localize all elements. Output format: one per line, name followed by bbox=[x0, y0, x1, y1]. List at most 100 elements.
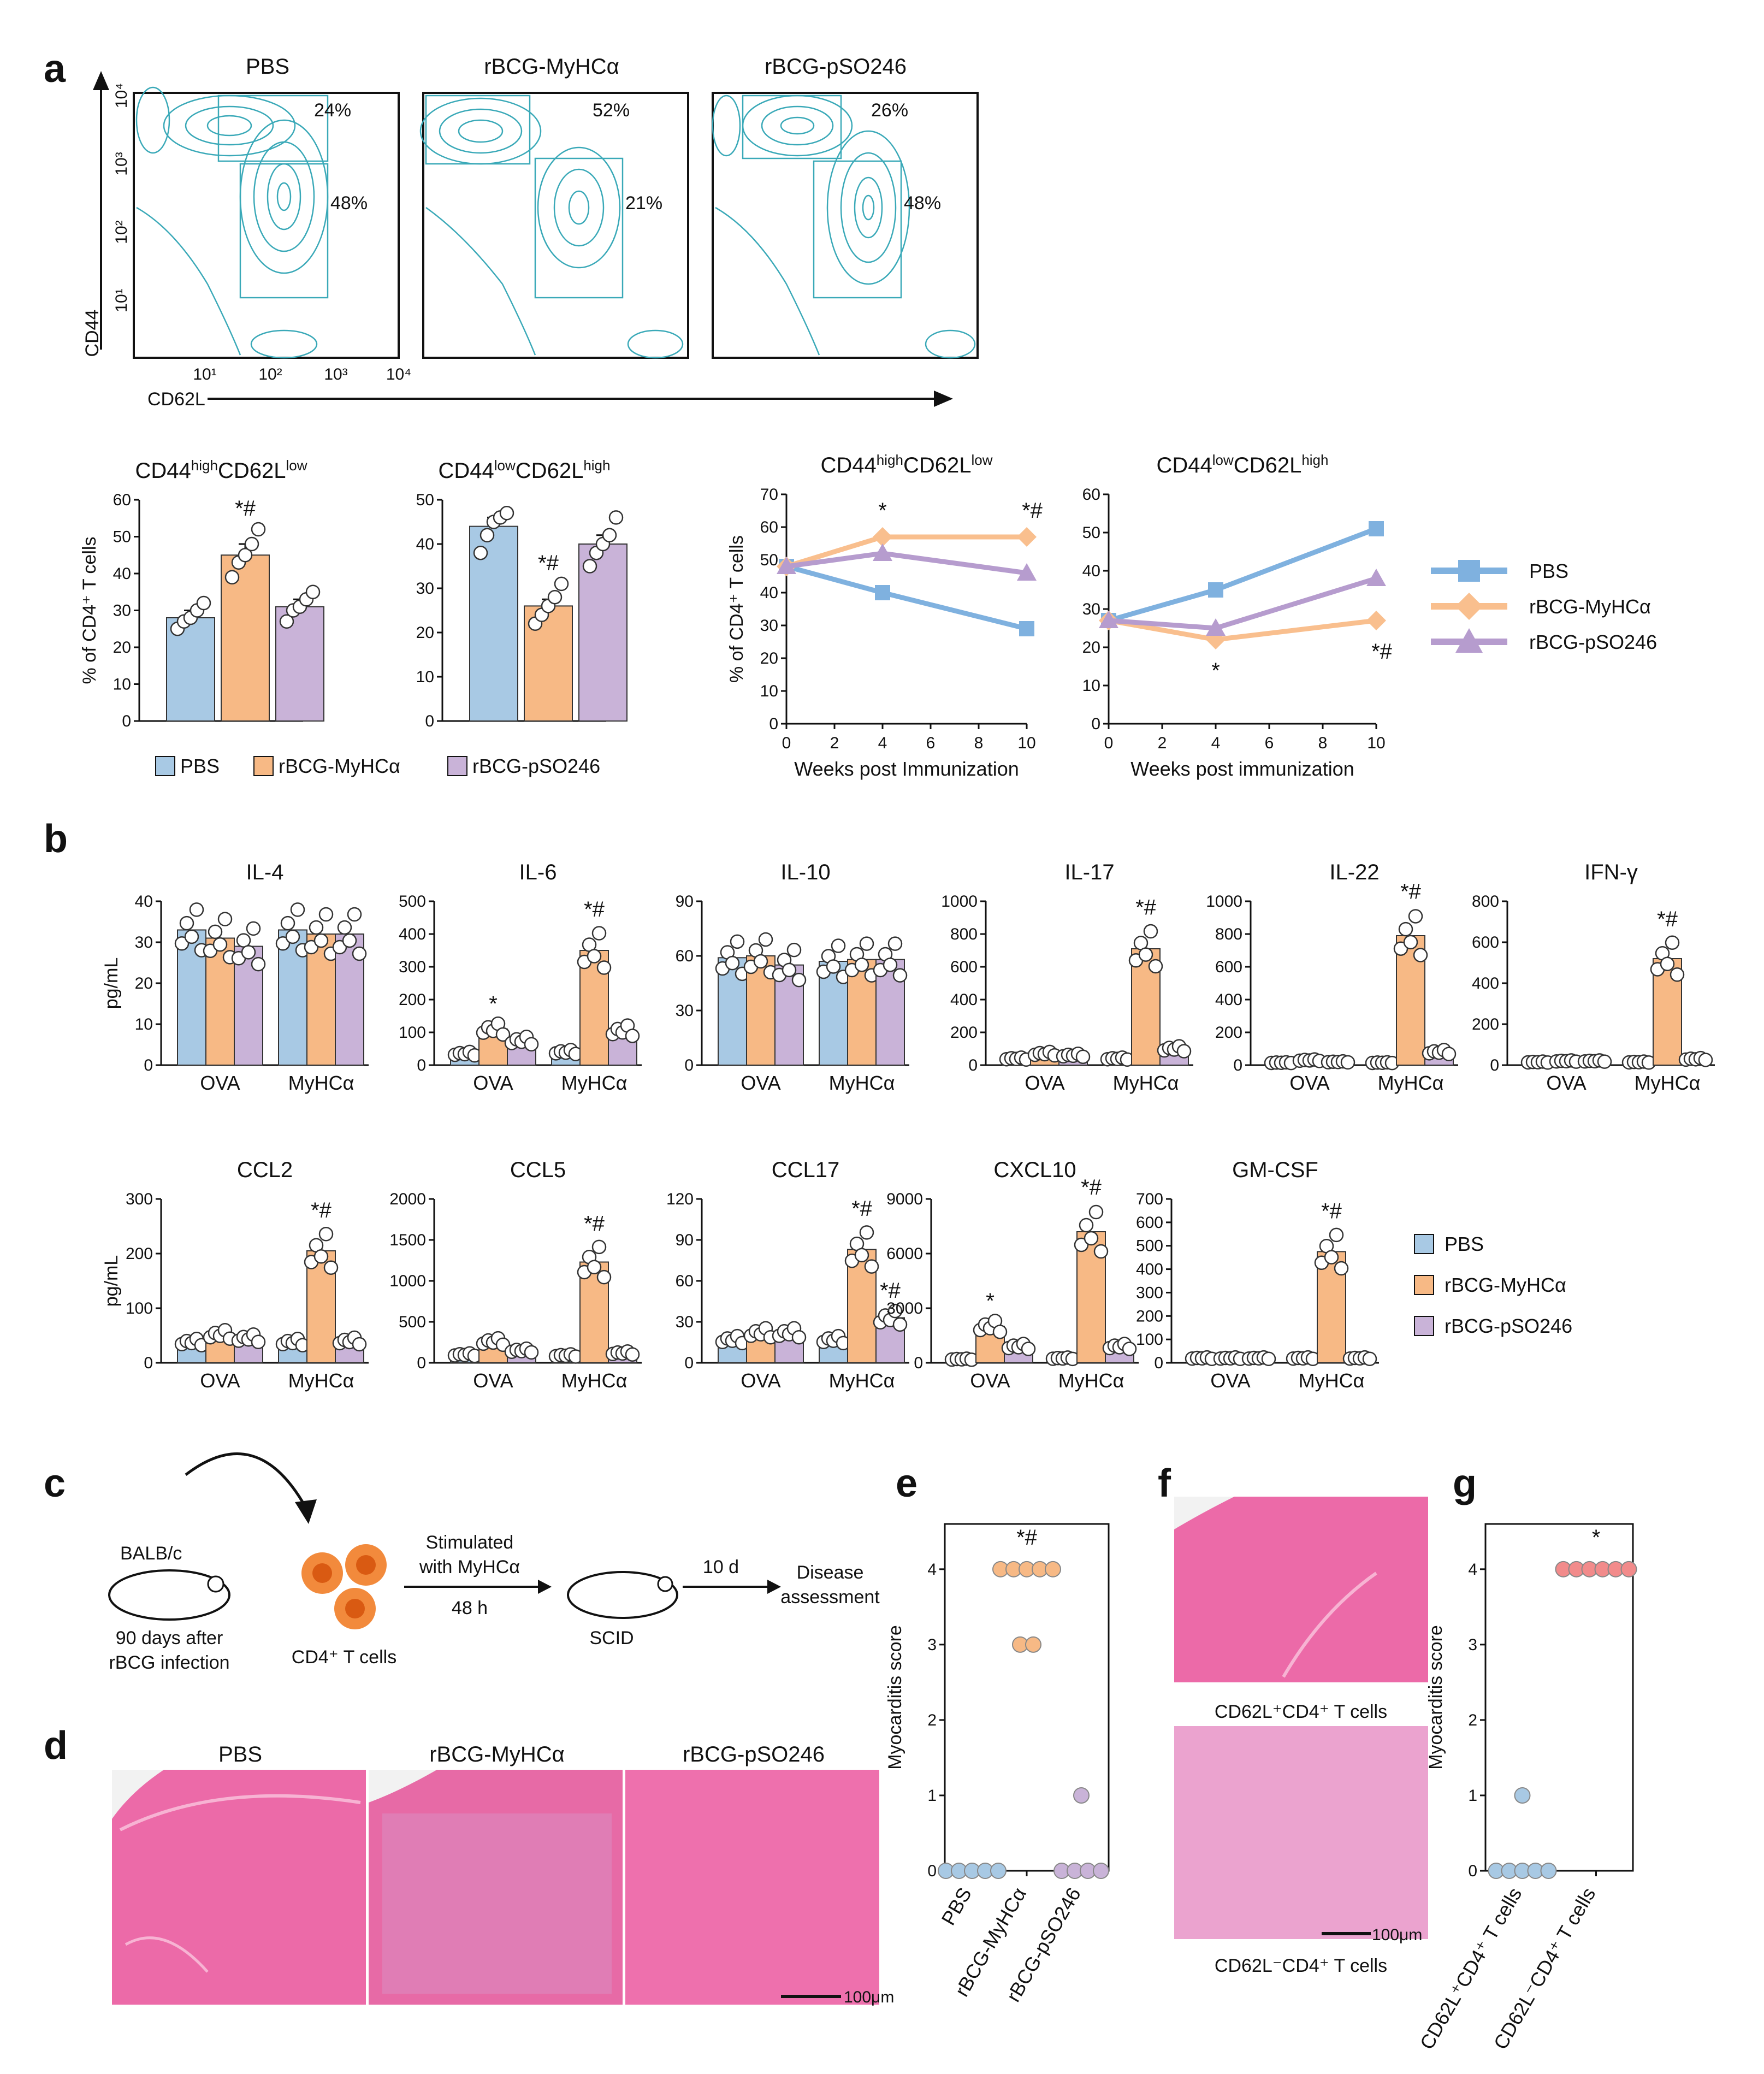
flow-xlabel: CD62L bbox=[147, 389, 205, 410]
b-IL-17-annot-1-1: *# bbox=[1135, 895, 1157, 919]
e-point-2-4 bbox=[1093, 1863, 1109, 1879]
b-IL-4-bar-1-2-point-3 bbox=[347, 907, 362, 922]
b-IL-4-bar-0-2-point-4 bbox=[251, 956, 266, 972]
b-IL-4-bar-1-0-point-3 bbox=[290, 902, 305, 917]
a-line-1-xtick-1: 2 bbox=[830, 734, 839, 752]
a-line-1-ytick-3: 30 bbox=[760, 617, 778, 635]
a-line-2-xtick-5: 10 bbox=[1367, 734, 1385, 752]
b-IL-6-annot-0-1: * bbox=[489, 992, 498, 1016]
b-CCL5-ytick-2: 1000 bbox=[389, 1272, 426, 1290]
a-line-2-series-0 bbox=[1108, 526, 1377, 623]
a-bar-2-annot-1: *# bbox=[538, 551, 559, 575]
diagram-arrowhead-2 bbox=[767, 1580, 781, 1594]
b-GM-CSF-annot-1-1: *# bbox=[1321, 1200, 1342, 1224]
histo-d-title-pso: rBCG-pSO246 bbox=[683, 1742, 825, 1766]
b-CXCL10-title: CXCL10 bbox=[993, 1158, 1076, 1182]
a-bar-1-ytick-0: 0 bbox=[122, 712, 131, 730]
b-CCL17-group-1: MyHCα bbox=[829, 1369, 895, 1392]
b-CCL5-ytick-0: 0 bbox=[417, 1354, 426, 1372]
diagram-host: BALB/c bbox=[120, 1543, 182, 1564]
a-bar-1-ytick-2: 20 bbox=[113, 639, 131, 657]
b-IL-17-title: IL-17 bbox=[1064, 860, 1114, 884]
a-line-2-series-0-marker-2 bbox=[1369, 521, 1384, 536]
a-line-1-ytick-7: 70 bbox=[760, 486, 778, 504]
b-CCL2-ylabel: pg/mL bbox=[101, 1255, 122, 1307]
a-bar-2-ytick-0: 0 bbox=[425, 712, 434, 730]
legend-b-pbs: PBS bbox=[1445, 1233, 1484, 1255]
legend-b-myhca: rBCG-MyHCα bbox=[1445, 1274, 1566, 1296]
b-IL-17-bar-1-1-point-3 bbox=[1143, 924, 1158, 939]
b-IFN-g-bar-1-1-point-2 bbox=[1660, 956, 1675, 971]
b-GM-CSF-bar-1-2-point-4 bbox=[1362, 1351, 1377, 1366]
diagram-days: 10 d bbox=[703, 1557, 739, 1577]
e-ytick-1: 1 bbox=[927, 1787, 937, 1805]
a-bar-1-ytick-1: 10 bbox=[113, 676, 131, 694]
b-IL-4-bar-0-0-point-2 bbox=[184, 929, 199, 944]
g-annot-1: * bbox=[1592, 1526, 1601, 1550]
b-IFN-g-ytick-3: 600 bbox=[1472, 933, 1499, 952]
a-bar-1-ytick-6: 60 bbox=[113, 491, 131, 509]
flow-xtick-3: 10³ bbox=[324, 365, 347, 383]
transfer-diagram: BALB/c 90 days after rBCG infection CD4⁺… bbox=[108, 1452, 880, 1673]
b-IL-6-title: IL-6 bbox=[519, 860, 557, 884]
a-bar-1-bar-1-point-2 bbox=[238, 548, 253, 563]
b-IL-22-ytick-4: 800 bbox=[1215, 925, 1242, 943]
b-IL-4-bar-0-2-point-3 bbox=[246, 921, 261, 936]
b-CXCL10-ytick-1: 3000 bbox=[886, 1299, 923, 1317]
b-IL-17-ytick-4: 800 bbox=[950, 925, 978, 943]
b-CCL17-bar-1-2-point-4 bbox=[892, 1317, 908, 1332]
b-IL-10-bar-1-2-point-2 bbox=[883, 958, 898, 972]
legend-a-myhca: rBCG-MyHCα bbox=[279, 755, 400, 777]
e-ytick-3: 3 bbox=[927, 1636, 937, 1654]
diagram-cells: CD4⁺ T cells bbox=[292, 1647, 396, 1668]
b-IL-22-bar-1-1-point-4 bbox=[1413, 948, 1428, 962]
b-IFN-g-group-1: MyHCα bbox=[1635, 1072, 1701, 1094]
diagram-curved-arrow bbox=[185, 1452, 307, 1509]
b-CCL17-ytick-3: 90 bbox=[676, 1231, 694, 1249]
panel-letter-e: e bbox=[896, 1462, 917, 1505]
b-IL-10-ytick-2: 60 bbox=[676, 947, 694, 965]
b-IL-17-ytick-5: 1000 bbox=[941, 893, 978, 911]
a-line-1-series-2-marker-2 bbox=[1017, 563, 1037, 581]
b-IL-4-bar-0-0-point-3 bbox=[189, 902, 204, 917]
flow-plot-myhca bbox=[419, 92, 689, 359]
b-IL-4-bar-1-1-point-0 bbox=[304, 939, 319, 955]
b-IL-10-bar-0-2-point-2 bbox=[782, 962, 797, 978]
g-ytick-1: 1 bbox=[1468, 1787, 1477, 1805]
a-line-2-xtick-0: 0 bbox=[1104, 734, 1114, 752]
b-CCL2-ytick-2: 200 bbox=[126, 1245, 153, 1263]
diagram-stim1: Stimulated bbox=[426, 1532, 514, 1553]
diagram-time: 48 h bbox=[452, 1598, 488, 1618]
b-IL-10-bar-0-0-point-2 bbox=[725, 955, 740, 971]
histo-d-title-myhca: rBCG-MyHCα bbox=[429, 1742, 565, 1766]
b-CCL17-bar-1-1-point-3 bbox=[859, 1225, 874, 1240]
a-line-1-series-2-marker-0 bbox=[777, 557, 796, 574]
b-IL-10-bar-1-2-point-3 bbox=[887, 936, 903, 951]
e-xlabel-0: PBS bbox=[937, 1884, 976, 1929]
b-IL-4-group-1: MyHCα bbox=[288, 1072, 354, 1094]
flow-myhca-upper-pct: 52% bbox=[593, 100, 630, 121]
b-CCL17-annot-1-1: *# bbox=[851, 1197, 873, 1221]
b-IL-17-ytick-1: 200 bbox=[950, 1024, 978, 1042]
a-bar-1-ytick-4: 40 bbox=[113, 565, 131, 583]
histo-d-title-pbs: PBS bbox=[218, 1742, 262, 1766]
b-IFN-g-bar-1-1-point-4 bbox=[1670, 967, 1685, 982]
b-IL-4-bar-0-1-point-1 bbox=[208, 924, 223, 939]
e-ytick-0: 0 bbox=[927, 1862, 937, 1880]
b-IL-22-bar-1-1-point-1 bbox=[1398, 921, 1413, 937]
b-IL-6-ytick-5: 500 bbox=[399, 893, 426, 911]
flow-ytick-1: 10¹ bbox=[113, 288, 131, 312]
a-line-1-ytick-2: 20 bbox=[760, 649, 778, 667]
a-bar-2-ytick-2: 20 bbox=[416, 624, 434, 642]
b-IL-4-ytick-4: 40 bbox=[135, 893, 153, 911]
a-line-2-xtick-1: 2 bbox=[1158, 734, 1167, 752]
flow-title-pbs: PBS bbox=[246, 55, 289, 79]
b-IL-4-ytick-0: 0 bbox=[144, 1056, 153, 1074]
a-line-2-series-1-marker-2 bbox=[1366, 611, 1386, 630]
b-GM-CSF-ytick-6: 600 bbox=[1136, 1214, 1163, 1232]
b-IL-6-ytick-3: 300 bbox=[399, 958, 426, 976]
a-line-2-series-2-marker-1 bbox=[1206, 618, 1226, 636]
b-CCL17-annot-1-2: *# bbox=[880, 1279, 901, 1303]
b-GM-CSF-ytick-4: 400 bbox=[1136, 1261, 1163, 1279]
